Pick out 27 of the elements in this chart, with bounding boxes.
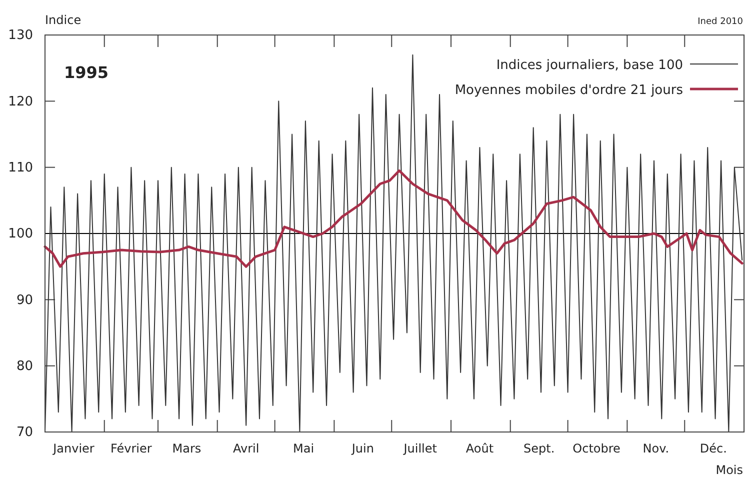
x-tick-label: Sept. [524,442,555,456]
text: 1995 [64,63,109,82]
x-tick-label: Août [466,442,494,456]
x-tick-label: Avril [232,442,260,456]
y-tick-label: 90 [16,292,33,308]
y-tick-label: 120 [8,94,33,110]
x-tick-label: Juin [350,442,374,456]
x-tick-label: Juillet [402,442,438,456]
x-axis-title: Mois [716,463,743,477]
line-series [44,54,743,432]
y-tick-label: 130 [8,28,33,44]
x-tick-label: Mai [293,442,314,456]
x-tick-label: Janvier [52,442,94,456]
y-tick-label: 70 [16,425,33,440]
x-tick-label: Mars [172,442,202,456]
x-tick-label: Octobre [572,442,620,456]
y-axis-title: Indice [45,13,82,27]
y-tick-label: 100 [8,226,33,242]
legend-label: Moyennes mobiles d'ordre 21 jours [454,83,684,98]
text: Ined 2010 [698,17,744,27]
y-tick-label: 110 [8,160,33,176]
legend-label: Indices journaliers, base 100 [496,58,683,73]
line-series [44,169,744,268]
y-tick-label: 80 [16,358,33,374]
x-tick-label: Déc. [700,442,727,456]
x-tick-label: Février [110,442,152,456]
x-tick-label: Nov. [642,442,670,456]
